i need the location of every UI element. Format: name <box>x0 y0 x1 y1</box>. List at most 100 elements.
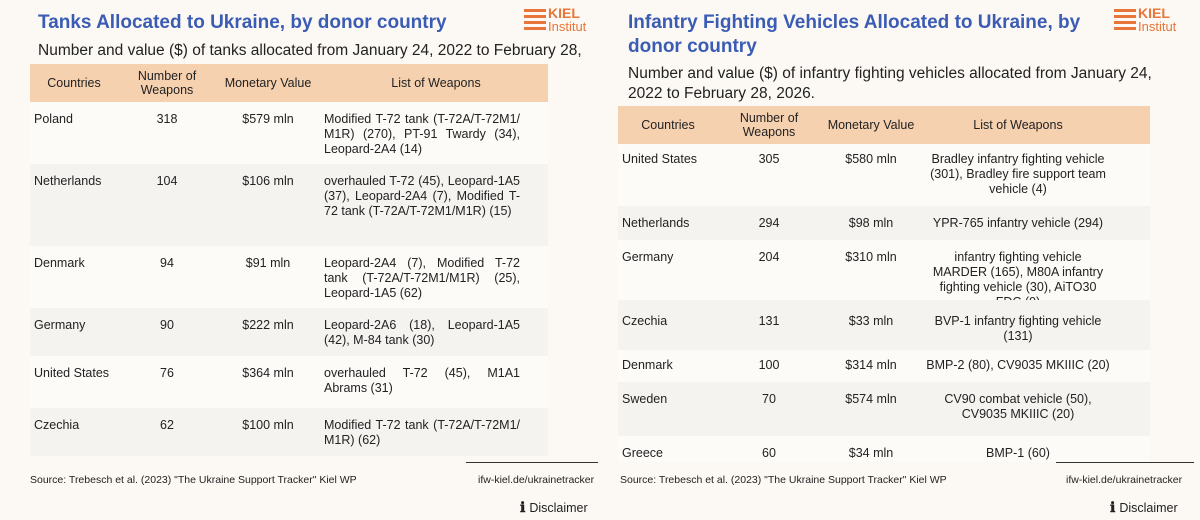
cell-value: $364 mln <box>242 366 294 380</box>
cell-value: $106 mln <box>242 174 294 188</box>
table-row: Netherlands 104 $106 mln overhauled T-72 (4… <box>30 164 548 246</box>
cell-weapons: overhauled T-72 (45), Leopard-1A5 (37), … <box>324 174 520 218</box>
cell-number: 76 <box>160 366 174 380</box>
header-countries: Countries <box>641 118 695 132</box>
table-row: Czechia 62 $100 mln Modified T-72 tank (T-7… <box>30 408 548 456</box>
cell-value: $310 mln <box>845 250 897 264</box>
table-row: Denmark 94 $91 mln Leopard-2A4 (7), Modifie… <box>30 246 548 308</box>
divider <box>1056 462 1194 463</box>
logo-line1: KIEL <box>548 5 580 21</box>
cell-country: Denmark <box>622 358 673 372</box>
header-countries: Countries <box>47 76 101 90</box>
source-text: Source: Trebesch et al. (2023) "The Ukra… <box>30 474 357 486</box>
table-row: United States 305 $580 mln Bradley infantry… <box>618 144 1150 206</box>
cell-number: 94 <box>160 256 174 270</box>
logo-line2: Institut <box>1138 19 1177 34</box>
cell-number: 60 <box>762 446 776 460</box>
cell-country: Czechia <box>622 314 668 328</box>
table-row: Poland 318 $579 mln Modified T-72 tank (T-7… <box>30 102 548 164</box>
cell-country: Netherlands <box>34 174 102 188</box>
divider <box>466 462 598 463</box>
table-row: Germany 90 $222 mln Leopard-2A6 (18), Leopa… <box>30 308 548 356</box>
tracker-link[interactable]: ifw-kiel.de/ukrainetracker <box>478 474 595 486</box>
disclaimer-label: Disclaimer <box>1119 501 1178 515</box>
table-header: Countries Number of Weapons Monetary Val… <box>618 106 1150 144</box>
cell-number: 62 <box>160 418 174 432</box>
tanks-table: Countries Number of Weapons Monetary Val… <box>30 64 548 456</box>
table-row: Germany 204 $310 mln infantry fighting vehi… <box>618 240 1150 309</box>
cell-weapons: BVP-1 infantry fighting vehicle (131) <box>934 314 1102 343</box>
kiel-logo: KIEL Institut <box>524 5 596 35</box>
cell-weapons: CV90 combat vehicle (50), CV9035 MKIIIC … <box>944 392 1092 421</box>
cell-value: $314 mln <box>845 358 897 372</box>
cell-country: Greece <box>622 446 663 460</box>
cell-value: $33 mln <box>848 314 894 328</box>
panel-subtitle: Number and value ($) of infantry fightin… <box>628 65 1152 102</box>
disclaimer-button[interactable]: ℹ Disclaimer <box>1110 500 1178 516</box>
header-value: Monetary Value <box>827 118 915 132</box>
cell-number: 294 <box>758 216 780 230</box>
cell-country: United States <box>34 366 110 380</box>
cell-weapons: BMP-1 (60) <box>986 446 1050 460</box>
kiel-logo: KIEL Institut <box>1114 5 1186 35</box>
cell-weapons: Leopard-2A4 (7), Modified T-72 tank (T-7… <box>324 256 520 300</box>
ifv-table: Countries Number of Weapons Monetary Val… <box>618 106 1150 462</box>
cell-country: Germany <box>34 318 86 332</box>
table-row: Czechia 131 $33 mln BVP-1 infantry fighting… <box>618 300 1150 350</box>
cell-number: 131 <box>758 314 780 328</box>
header-weapons: List of Weapons <box>973 118 1063 132</box>
cell-value: $222 mln <box>242 318 294 332</box>
cell-value: $574 mln <box>845 392 897 406</box>
header-number: Number of Weapons <box>137 69 197 97</box>
cell-number: 90 <box>160 318 174 332</box>
logo-line2: Institut <box>548 19 587 34</box>
cell-value: $34 mln <box>848 446 894 460</box>
disclaimer-label: Disclaimer <box>529 501 588 515</box>
cell-weapons: overhauled T-72 (45), M1A1 Abrams (31) <box>324 366 520 395</box>
header-value: Monetary Value <box>224 76 312 90</box>
logo-line1: KIEL <box>1138 5 1170 21</box>
table-row: Netherlands 294 $98 mln YPR-765 infantry ve… <box>618 206 1150 240</box>
cell-number: 70 <box>762 392 776 406</box>
panel-title: Infantry Fighting Vehicles Allocated to … <box>628 12 1081 57</box>
header-weapons: List of Weapons <box>391 76 481 90</box>
cell-country: Denmark <box>34 256 85 270</box>
tracker-link[interactable]: ifw-kiel.de/ukrainetracker <box>1066 474 1183 486</box>
kiel-logo-icon <box>1114 9 1136 31</box>
tanks-panel: Tanks Allocated to Ukraine, by donor cou… <box>30 5 598 516</box>
cell-number: 318 <box>156 112 178 126</box>
info-icon: ℹ <box>520 500 526 516</box>
cell-country: Netherlands <box>622 216 690 230</box>
disclaimer-button[interactable]: ℹ Disclaimer <box>520 500 588 516</box>
cell-country: Poland <box>34 112 73 126</box>
cell-number: 104 <box>156 174 178 188</box>
cell-number: 100 <box>758 358 780 372</box>
header-number: Number of Weapons <box>739 111 799 139</box>
info-icon: ℹ <box>1110 500 1116 516</box>
table-header: Countries Number of Weapons Monetary Val… <box>30 64 548 102</box>
cell-weapons: BMP-2 (80), CV9035 MKIIIC (20) <box>926 358 1110 372</box>
panel-title: Tanks Allocated to Ukraine, by donor cou… <box>38 12 447 33</box>
cell-country: Czechia <box>34 418 80 432</box>
cell-weapons: Bradley infantry fighting vehicle (301),… <box>930 152 1106 196</box>
table-row: Sweden 70 $574 mln CV90 combat vehicle (50)… <box>618 382 1150 436</box>
cell-value: $100 mln <box>242 418 294 432</box>
cell-number: 305 <box>758 152 780 166</box>
source-text: Source: Trebesch et al. (2023) "The Ukra… <box>620 474 947 486</box>
cell-weapons: Modified T-72 tank (T-72A/T-72M1/ M1R) (… <box>324 418 520 447</box>
cell-country: Germany <box>622 250 674 264</box>
cell-value: $91 mln <box>245 256 291 270</box>
cell-weapons: Modified T-72 tank (T-72A/T-72M1/ M1R) (… <box>324 112 520 156</box>
cell-number: 204 <box>758 250 780 264</box>
cell-weapons: Leopard-2A6 (18), Leopard-1A5 (42), M-84… <box>324 318 520 347</box>
table-row: United States 76 $364 mln overhauled T-72 (… <box>30 356 548 408</box>
cell-country: Sweden <box>622 392 668 406</box>
table-row: Greece 60 $34 mln BMP-1 (60) <box>618 436 1150 462</box>
cell-value: $579 mln <box>242 112 294 126</box>
table-row: Denmark 100 $314 mln BMP-2 (80), CV9035 MKI… <box>618 350 1150 382</box>
ifv-panel: Infantry Fighting Vehicles Allocated to … <box>600 0 1200 520</box>
cell-weapons: YPR-765 infantry vehicle (294) <box>932 216 1104 230</box>
cell-value: $98 mln <box>848 216 894 230</box>
kiel-logo-icon <box>524 9 546 31</box>
cell-value: $580 mln <box>845 152 897 166</box>
